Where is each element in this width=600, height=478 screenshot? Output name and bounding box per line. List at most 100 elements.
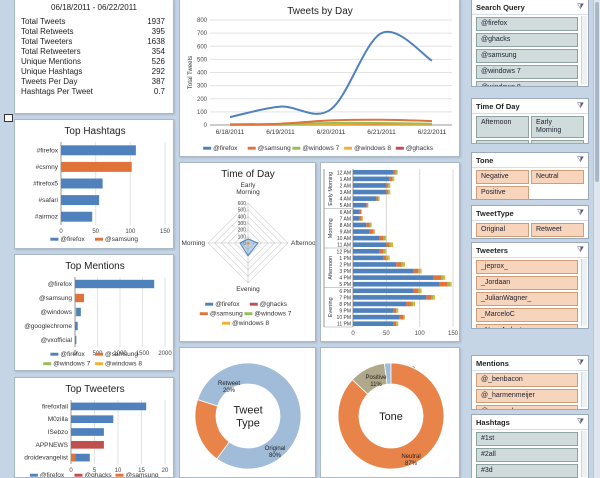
bar-windows-7	[369, 222, 371, 228]
bar-windows-7	[383, 235, 385, 241]
slicer-item[interactable]: #3d	[476, 464, 578, 478]
slicer-item[interactable]: @_harmenmeijer	[476, 389, 578, 403]
slicer-item[interactable]: Original	[476, 223, 529, 237]
slicer-tweettype: TweetType ⧩ Original Retweet	[471, 205, 589, 239]
clear-filter-icon[interactable]: ⧩	[576, 101, 584, 110]
bar-firefox	[353, 248, 380, 254]
slicer-item[interactable]: @samsung	[476, 49, 578, 63]
bar-windows-7	[411, 301, 414, 307]
slicer-item[interactable]: @_marceloc	[476, 405, 578, 409]
window-scrollbar[interactable]	[593, 0, 600, 478]
stats-table: Total Tweets 1937 Total Retweets 395 Total T…	[15, 17, 173, 97]
tweet-type-panel: Original 80% Retweet 20% Tweet Type	[179, 347, 316, 478]
slicer-item[interactable]: @windows 8	[476, 81, 578, 86]
bar-firefox	[353, 314, 400, 320]
legend-swatch-windows-8	[222, 321, 231, 325]
bar-windows-8	[374, 229, 375, 234]
clear-filter-icon[interactable]: ⧩	[576, 208, 584, 217]
slicer-item[interactable]: #1st	[476, 432, 578, 446]
x-tick-label: 6/18/2011	[216, 129, 245, 136]
bar-firefox	[353, 301, 407, 307]
bar-windows-7	[367, 202, 369, 208]
x-tick-label: 6/20/2011	[317, 129, 346, 136]
x-tick-label: 20	[162, 468, 169, 474]
slicer-item[interactable]: Afternoon	[476, 116, 529, 138]
slicer-item[interactable]: @windows 7	[476, 65, 578, 79]
slicer-item[interactable]: Neutral	[531, 170, 584, 184]
slicer-item[interactable]: _jeprox_	[476, 260, 578, 274]
bar-firefox	[353, 308, 393, 313]
clear-filter-icon[interactable]: ⧩	[576, 417, 584, 426]
window-scrollbar-thumb[interactable]	[595, 2, 599, 182]
slicer-header: Mentions ⧩	[472, 356, 588, 371]
legend-swatch-firefox	[29, 473, 38, 477]
slicer-item[interactable]: Positive	[476, 186, 529, 199]
bar-windows-7	[395, 169, 397, 175]
clear-filter-icon[interactable]: ⧩	[576, 2, 584, 11]
axis-label-morning: Morning	[182, 240, 206, 247]
chart-title: Tweets by Day	[287, 6, 353, 17]
bar-firefox	[353, 216, 360, 221]
clear-filter-icon[interactable]: ⧩	[576, 245, 584, 254]
bar-windows-8	[389, 183, 391, 188]
slicer-item[interactable]: _Jordaan	[476, 276, 578, 290]
bar-firefox	[71, 428, 104, 436]
hour-label: 1 AM	[340, 177, 351, 183]
slice-neutral	[337, 362, 445, 470]
x-tick-label: 10	[115, 468, 122, 474]
slicer-item[interactable]: @_benbacon	[476, 373, 578, 387]
r-tick-label: 500	[238, 208, 247, 214]
y-axis-title: Total Tweets	[188, 56, 194, 89]
slicer-item[interactable]: Early Morning	[531, 116, 584, 138]
bar-firefox	[353, 202, 367, 208]
slicer-items: Negative Neutral Positive	[472, 168, 588, 199]
slice-name-original: Original	[265, 446, 286, 452]
slicer-scrollbar[interactable]	[581, 431, 587, 477]
bar-firefox	[353, 255, 383, 261]
top-tweeters-chart: Top Tweeters 0 5 10 15 20 firefoxfail M0zilla IS…	[24, 384, 169, 477]
slicer-item[interactable]: @ghacks	[476, 33, 578, 47]
slicer-item[interactable]: _MarceloC	[476, 308, 578, 322]
stat-value: 1638	[147, 37, 165, 46]
clear-filter-icon[interactable]: ⧩	[576, 358, 584, 367]
bar-firefox	[353, 176, 390, 182]
legend-swatch-windows-8	[95, 362, 103, 366]
hour-label: 9 AM	[340, 230, 351, 236]
x-tick-label: 5	[93, 468, 97, 474]
slicer-hashtags: Hashtags⧩#1st#2all#3d#3g	[471, 414, 589, 478]
slicer-item[interactable]: Retweet	[531, 223, 584, 237]
slicer-item[interactable]: Negative	[476, 170, 529, 184]
hour-label: 12 PM	[337, 249, 351, 255]
r-tick-label: 600	[238, 201, 247, 207]
bar-firefox	[353, 209, 360, 215]
category-label: @firefox	[48, 281, 73, 288]
legend-label-windows-8: @windows 8	[232, 320, 269, 327]
bar-windows-7	[378, 196, 379, 201]
cell-selector[interactable]	[4, 114, 13, 122]
legend-swatch-ghacks	[74, 473, 83, 477]
slicer-item[interactable]: Morning	[531, 140, 584, 143]
slicer-item[interactable]: #2all	[476, 448, 578, 462]
slicer-item[interactable]: @firefox	[476, 17, 578, 31]
slicer-item[interactable]: Evening	[476, 140, 529, 143]
bar-firefox	[353, 222, 367, 228]
x-tick-label: 0	[351, 331, 355, 337]
bar-windows-7	[386, 255, 389, 261]
slicer-scrollbar[interactable]	[581, 372, 587, 407]
slicer-scrollbar[interactable]	[581, 16, 587, 84]
slicer-tone: Tone ⧩ Negative Neutral Positive	[471, 152, 589, 200]
slicer-items: #1st#2all#3d#3g	[472, 430, 588, 478]
bar-samsung	[359, 216, 362, 221]
slice-original	[197, 362, 302, 470]
slicer-scrollbar[interactable]	[581, 259, 587, 326]
slicer-item[interactable]: _JulianWagner_	[476, 292, 578, 306]
slicer-item[interactable]: _NuesArdente	[476, 324, 578, 328]
slicer-items: _jeprox_ _Jordaan _JulianWagner_ _MarceloC _…	[472, 258, 588, 328]
bar-windows-8	[379, 196, 380, 201]
clear-filter-icon[interactable]: ⧩	[576, 155, 584, 164]
y-tick-label: 600	[197, 44, 208, 50]
bar-windows-8	[391, 242, 393, 248]
slice-positive	[351, 362, 388, 395]
